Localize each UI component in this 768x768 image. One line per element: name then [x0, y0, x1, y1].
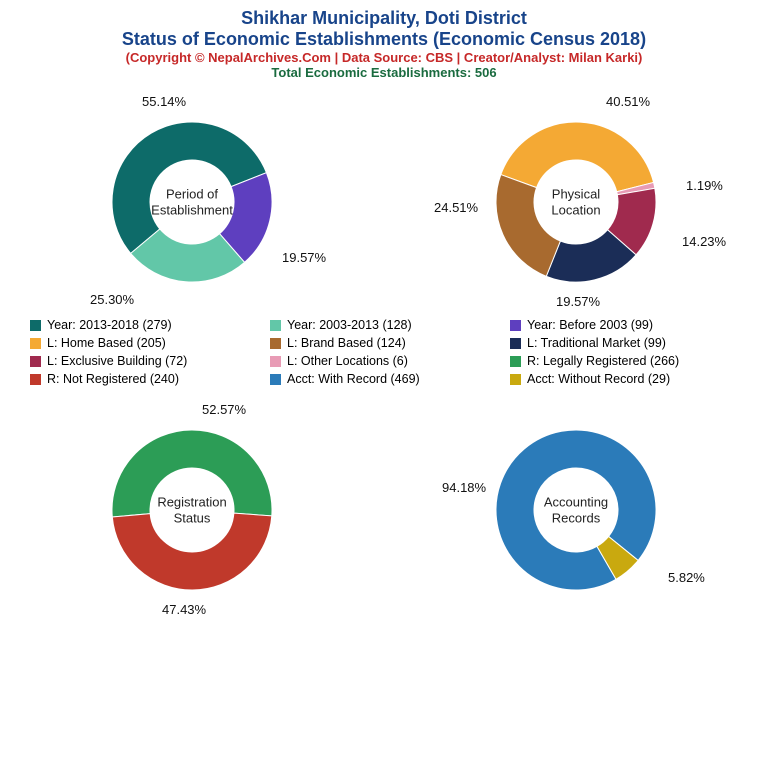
donut-center-label: Physical Location: [551, 186, 600, 217]
legend-swatch: [30, 374, 41, 385]
legend-swatch: [510, 338, 521, 349]
total-line: Total Economic Establishments: 506: [0, 65, 768, 80]
legend-text: L: Brand Based (124): [287, 336, 406, 350]
donut-pct-label: 24.51%: [434, 200, 478, 215]
donut-registration: Registration Status 52.57% 47.43%: [22, 400, 362, 620]
legend-text: Acct: With Record (469): [287, 372, 420, 386]
donut-center-label: Period of Establishment: [151, 186, 233, 217]
legend-swatch: [270, 320, 281, 331]
legend-swatch: [270, 356, 281, 367]
donut-pct-label: 55.14%: [142, 94, 186, 109]
legend-item: Acct: Without Record (29): [510, 372, 738, 386]
donut-pct-label: 14.23%: [682, 234, 726, 249]
legend-text: L: Home Based (205): [47, 336, 166, 350]
donut-pct-label: 19.57%: [556, 294, 600, 309]
legend-swatch: [510, 356, 521, 367]
donut-location: Physical Location 40.51% 1.19% 14.23% 19.57%…: [406, 92, 746, 312]
donut-pct-label: 25.30%: [90, 292, 134, 307]
charts-row-bottom: Registration Status 52.57% 47.43% Accounti…: [0, 400, 768, 620]
legend-text: Year: Before 2003 (99): [527, 318, 653, 332]
title-line-2: Status of Economic Establishments (Econo…: [0, 29, 768, 50]
legend-item: R: Not Registered (240): [30, 372, 258, 386]
legend-item: Year: Before 2003 (99): [510, 318, 738, 332]
legend-item: L: Exclusive Building (72): [30, 354, 258, 368]
legend-text: L: Exclusive Building (72): [47, 354, 187, 368]
title-line-1: Shikhar Municipality, Doti District: [0, 8, 768, 29]
legend-text: Acct: Without Record (29): [527, 372, 670, 386]
donut-accounting: Accounting Records 94.18% 5.82%: [406, 400, 746, 620]
legend-swatch: [270, 374, 281, 385]
donut-center-label: Accounting Records: [544, 494, 608, 525]
legend-item: L: Traditional Market (99): [510, 336, 738, 350]
legend-text: Year: 2003-2013 (128): [287, 318, 412, 332]
donut-pct-label: 19.57%: [282, 250, 326, 265]
donut-pct-label: 5.82%: [668, 570, 705, 585]
legend-item: Year: 2003-2013 (128): [270, 318, 498, 332]
legend-item: L: Other Locations (6): [270, 354, 498, 368]
legend-item: L: Home Based (205): [30, 336, 258, 350]
legend: Year: 2013-2018 (279) Year: 2003-2013 (12…: [0, 312, 768, 392]
donut-pct-label: 40.51%: [606, 94, 650, 109]
donut-slice: [501, 122, 654, 192]
donut-center-label: Registration Status: [157, 494, 226, 525]
legend-text: R: Legally Registered (266): [527, 354, 679, 368]
legend-text: R: Not Registered (240): [47, 372, 179, 386]
donut-pct-label: 1.19%: [686, 178, 723, 193]
donut-pct-label: 52.57%: [202, 402, 246, 417]
donut-pct-label: 47.43%: [162, 602, 206, 617]
legend-item: Year: 2013-2018 (279): [30, 318, 258, 332]
legend-item: R: Legally Registered (266): [510, 354, 738, 368]
legend-swatch: [30, 356, 41, 367]
legend-item: Acct: With Record (469): [270, 372, 498, 386]
legend-swatch: [30, 320, 41, 331]
charts-row-top: Period of Establishment 55.14% 19.57% 25.30…: [0, 92, 768, 312]
legend-swatch: [30, 338, 41, 349]
legend-swatch: [510, 374, 521, 385]
donut-pct-label: 94.18%: [442, 480, 486, 495]
legend-swatch: [510, 320, 521, 331]
chart-header: Shikhar Municipality, Doti District Stat…: [0, 0, 768, 84]
legend-text: L: Other Locations (6): [287, 354, 408, 368]
legend-item: L: Brand Based (124): [270, 336, 498, 350]
copyright-line: (Copyright © NepalArchives.Com | Data So…: [0, 50, 768, 65]
legend-text: L: Traditional Market (99): [527, 336, 666, 350]
legend-swatch: [270, 338, 281, 349]
donut-period: Period of Establishment 55.14% 19.57% 25.30…: [22, 92, 362, 312]
legend-text: Year: 2013-2018 (279): [47, 318, 172, 332]
